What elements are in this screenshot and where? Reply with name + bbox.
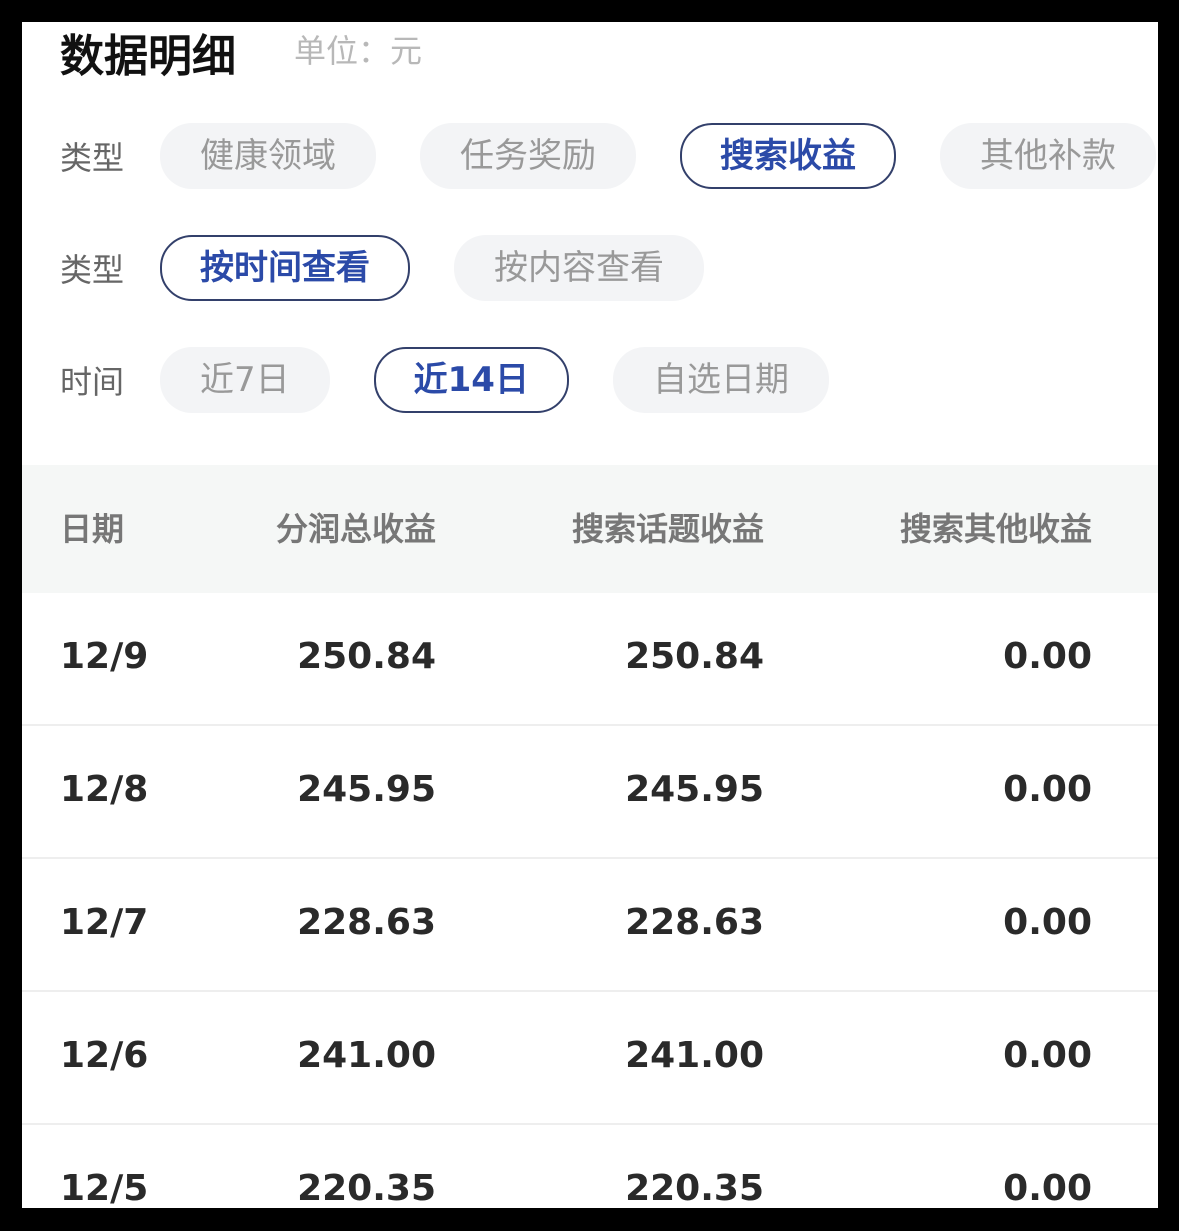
table-row: 12/6 241.00 241.00 0.00: [22, 992, 1158, 1125]
table-cell: 228.63: [297, 902, 436, 943]
table-cell: 12/6: [60, 1035, 149, 1076]
table-cell: 220.35: [297, 1168, 436, 1208]
table-cell: 250.84: [625, 636, 764, 677]
table-cell: 12/9: [60, 636, 149, 677]
filters: 类型 健康领域 任务奖励 搜索收益 其他补款 类型 按时间查看 按内容查看 时间 近7日 近14日自…: [60, 123, 1156, 459]
header-cell: 搜索其他收益: [899, 510, 1092, 548]
table-cell: 0.00: [1003, 1168, 1092, 1208]
filter-chip[interactable]: 健康领域: [160, 123, 376, 189]
table-cell: 220.35: [625, 1168, 764, 1208]
table-cell: 245.95: [625, 769, 764, 810]
filter-label: 类型: [60, 251, 125, 289]
filter-label: 类型: [60, 139, 125, 177]
filter-options: 按时间查看 按内容查看: [160, 235, 704, 301]
table-cell: 245.95: [297, 769, 436, 810]
filter-chip[interactable]: 任务奖励: [420, 123, 636, 189]
filter-label: 时间: [60, 363, 125, 401]
header-cell: 日期: [60, 510, 125, 548]
filter-row: 时间 近7日 近14日 自选日期: [60, 347, 1156, 413]
page-title: 数据明细: [60, 31, 236, 82]
table-cell: 0.00: [1003, 636, 1092, 677]
filter-options: 近7日 近14日 自选日期: [160, 347, 829, 413]
unit-label: 单位：元: [294, 32, 423, 70]
table-row: 12/8 245.95 245.95 0.00: [22, 726, 1158, 859]
filter-chip[interactable]: 近7日: [160, 347, 330, 413]
filter-chip[interactable]: 按时间查看: [160, 235, 410, 301]
table-cell: 228.63: [625, 902, 764, 943]
data-table: 日期 分润总收益 搜索话题收益 搜索其他收益 12/9 250.84 250.84 0.00 1…: [22, 465, 1158, 1208]
table-row: 12/7 228.63 228.63 0.00: [22, 859, 1158, 992]
filter-chip[interactable]: 近14日: [373, 347, 569, 413]
table-header: 日期 分润总收益 搜索话题收益 搜索其他收益: [22, 465, 1158, 593]
table-cell: 0.00: [1003, 769, 1092, 810]
table-row: 12/9 250.84 250.84 0.00: [22, 593, 1158, 726]
table-cell: 241.00: [625, 1035, 764, 1076]
table-cell: 12/7: [60, 902, 149, 943]
table-cell: 12/5: [60, 1168, 149, 1208]
table-cell: 0.00: [1003, 902, 1092, 943]
table-cell: 12/8: [60, 769, 149, 810]
filter-row: 类型 健康领域 任务奖励 搜索收益 其他补款: [60, 123, 1156, 189]
header-cell: 搜索话题收益: [571, 510, 764, 548]
panel: 数据明细 单位：元 类型 健康领域 任务奖励 搜索收益 其他补款 类型 按时间查看 按内容查看…: [22, 22, 1158, 1208]
header-cell: 分润总收益: [275, 510, 436, 548]
filter-chip[interactable]: 搜索收益: [680, 123, 896, 189]
filter-row: 类型 按时间查看 按内容查看: [60, 235, 1156, 301]
filter-chip[interactable]: 其他补款: [940, 123, 1156, 189]
filter-chip[interactable]: 按内容查看: [454, 235, 704, 301]
table-cell: 241.00: [297, 1035, 436, 1076]
filter-chip[interactable]: 自选日期: [612, 347, 829, 413]
table-cell: 0.00: [1003, 1035, 1092, 1076]
filter-options: 健康领域 任务奖励 搜索收益 其他补款: [160, 123, 1156, 189]
table-cell: 250.84: [297, 636, 436, 677]
table-row: 12/5 220.35 220.35 0.00: [22, 1125, 1158, 1208]
